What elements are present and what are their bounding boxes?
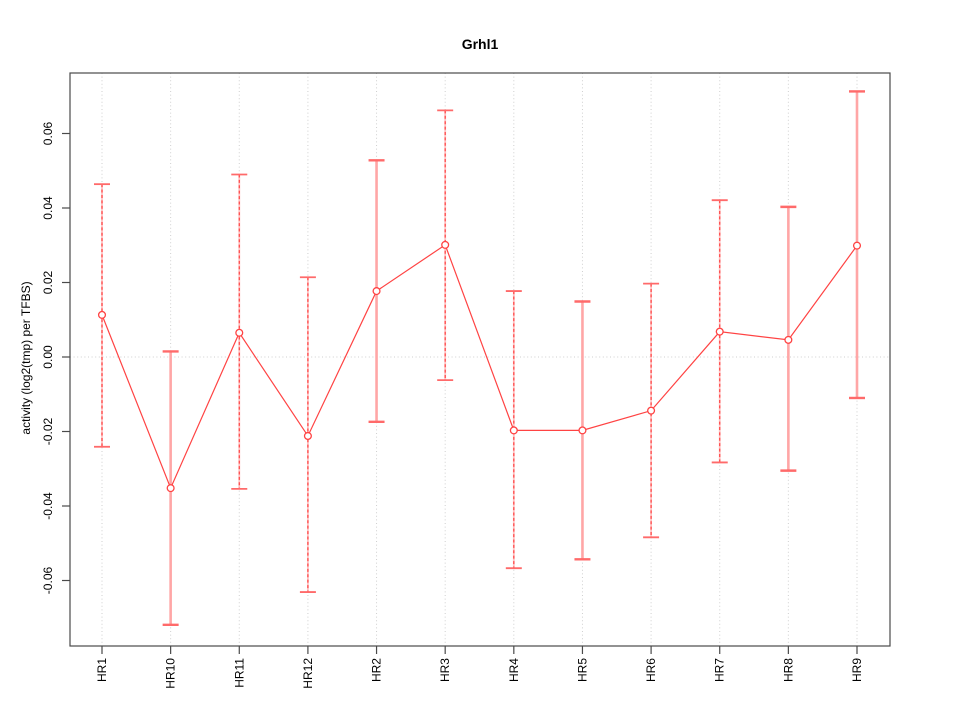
x-tick-label: HR8 [781,658,795,682]
y-tick-label: 0.04 [41,196,55,220]
x-tick-label: HR10 [164,658,178,689]
x-tick-label: HR6 [644,658,658,682]
x-tick-label: HR3 [438,658,452,682]
data-point [166,484,175,493]
plot-frame [69,72,891,647]
y-tick-label: 0.02 [41,270,55,294]
x-tick-label: HR9 [850,658,864,682]
data-point [235,328,244,337]
x-tick-label: HR2 [370,658,384,682]
x-tick-label: HR4 [507,658,521,682]
y-axis: -0.06 -0.04 -0.02 0.00 0.02 0.04 0.06 [41,121,70,594]
y-tick-label: 0.06 [41,121,55,145]
error-bars [94,90,865,627]
series-line [101,243,858,490]
x-tick-label: HR1 [95,658,109,682]
x-tick-label: HR12 [301,658,315,689]
data-point [441,240,450,249]
y-tick-label: 0.00 [41,345,55,369]
data-point [578,426,587,435]
data-point [372,287,381,296]
x-tick-label: HR5 [575,658,589,682]
y-tick-label: -0.02 [41,418,55,446]
data-point [97,310,107,319]
gridlines [70,73,890,646]
series [101,243,858,490]
data-point [303,431,312,441]
data-point [647,406,656,415]
x-axis: HR1 HR10 HR11 HR12 HR2 HR3 HR4 HR5 HR6 HR7 HR8 HR9 [95,646,864,689]
markers [97,240,862,493]
data-point [784,335,793,344]
frame [69,72,891,647]
chart-title: Grhl1 [461,36,499,52]
x-tick-label: HR11 [232,658,246,688]
data-point [715,327,724,336]
y-tick-label: -0.04 [41,492,55,520]
data-point [509,426,518,435]
data-point [852,241,862,250]
x-tick-label: HR7 [713,658,727,682]
y-tick-label: -0.06 [41,567,55,595]
